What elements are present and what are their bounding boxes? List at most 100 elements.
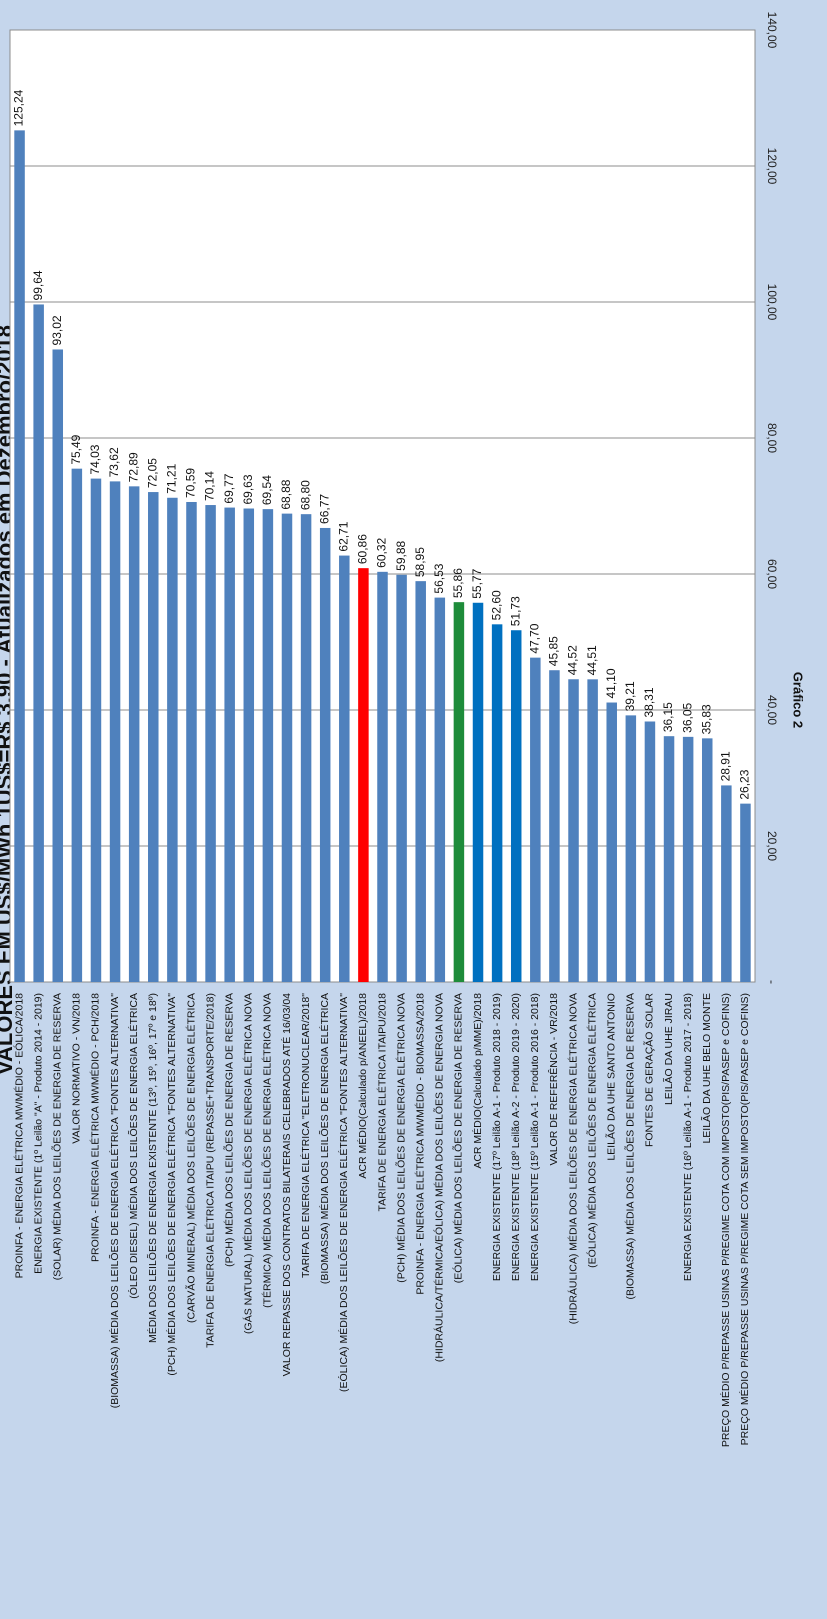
data-label: 66,77: [317, 494, 331, 524]
category-label: TARIFA DE ENERGIA ELÉTRICA ITAIPU/2018: [375, 993, 388, 1212]
data-label: 60,32: [375, 537, 389, 567]
bar: [415, 581, 426, 982]
x-tick-label: 40,00: [765, 695, 779, 725]
category-label: MÉDIA DOS LEILÕES DE ENERGIA EXISTENTE (…: [146, 993, 159, 1343]
category-label: (GÁS NATURAL) MÉDIA DOS LEILÕES DE ENERG…: [242, 993, 255, 1334]
bar: [224, 507, 235, 982]
category-label: (TÉRMICA) MÉDIA DOS LEILÕES DE ENERGIA E…: [261, 993, 274, 1308]
data-label: 56,53: [432, 563, 446, 593]
category-label: (BIOMASSA) MÉDIA DOS LEILÕES DE ENERGIA …: [624, 993, 637, 1300]
category-label: (HIDRÁULICA/TÉRMICA/EÓLICA) MÉDIA DOS LE…: [433, 993, 446, 1362]
data-label: 60,86: [356, 534, 370, 564]
data-label: 44,51: [585, 645, 599, 675]
bar: [167, 497, 178, 982]
data-label: 69,54: [260, 475, 274, 505]
category-label: (EÓLICA) MÉDIA DOS LEILÕES DE ENERGIA EL…: [585, 993, 598, 1268]
bar: [243, 508, 255, 982]
bar: [644, 721, 656, 982]
bar: [740, 803, 751, 982]
data-label: 55,77: [470, 568, 484, 598]
bar: [606, 702, 617, 982]
data-label: 52,60: [489, 590, 503, 620]
category-label: (CARVÃO MINERAL) MÉDIA DOS LEILÕES DE EN…: [184, 993, 197, 1323]
bar: [510, 630, 522, 982]
bar: [33, 304, 44, 982]
data-label: 26,23: [738, 769, 752, 799]
category-label: LEILÃO DA UHE SANTO ANTONIO: [605, 993, 618, 1161]
bar: [472, 602, 484, 982]
category-label: (EÓLICA) MÉDIA DOS LEILÕES DE ENERGIA EL…: [337, 993, 350, 1392]
category-label: PREÇO MÉDIO P/REPASSE USINAS P/REGIME CO…: [738, 993, 751, 1445]
data-label: 73,62: [107, 447, 121, 477]
category-label: ENERGIA EXISTENTE (1º Leilão "A" - Produ…: [32, 993, 44, 1274]
bar: [186, 501, 197, 982]
data-label: 41,10: [604, 668, 618, 698]
bar: [319, 527, 331, 982]
category-label: (BIOMASSA) MÉDIA DOS LEILÕES DE ENERGIA …: [318, 993, 331, 1284]
data-label: 36,05: [680, 703, 694, 733]
category-label: PREÇO MÉDIO P/REPASSE USINAS P/REGIME CO…: [719, 993, 732, 1447]
data-label: 55,86: [451, 568, 465, 598]
category-label: VALOR DE REFERÊNCIA - VR/2018: [547, 993, 560, 1166]
data-label: 69,63: [241, 474, 255, 504]
data-label: 45,85: [547, 636, 561, 666]
data-label: 70,14: [203, 471, 217, 501]
bar: [568, 679, 579, 982]
category-label: (PCH) MÉDIA DOS LEILÕES DE ENERGIA ELÉTR…: [394, 993, 407, 1283]
data-label: 93,02: [50, 315, 64, 345]
data-label: 35,83: [699, 704, 713, 734]
category-label: VALOR NORMATIVO - VN/2018: [71, 993, 83, 1144]
category-label: (BIOMASSA) MÉDIA DOS LEILÕES DE ENERGIA …: [108, 993, 121, 1409]
category-label: LEILÃO DA UHE BELO MONTE: [700, 993, 713, 1144]
bar: [587, 679, 598, 982]
data-label: 68,80: [298, 480, 312, 510]
data-label: 70,59: [184, 468, 198, 498]
bar: [205, 505, 216, 982]
category-label: (EÓLICA) MÉDIA DOS LEILÕES DE ENERGIA DE…: [452, 993, 465, 1283]
category-label: ENERGIA EXISTENTE (15º Leilão A-1 - Prod…: [529, 993, 541, 1281]
bar: [453, 602, 465, 982]
x-tick-label: 60,00: [765, 559, 779, 589]
bar: [377, 571, 388, 982]
category-label: LEILÃO DA UHE JIRAU: [662, 993, 675, 1105]
bar: [358, 568, 369, 982]
data-label: 71,21: [165, 463, 179, 493]
x-tick-label: 20,00: [765, 831, 779, 861]
category-label: VALOR REPASSE DOS CONTRATOS BILATERAIS C…: [280, 993, 293, 1377]
data-label: 74,03: [88, 444, 102, 474]
bar: [701, 738, 713, 982]
data-label: 69,77: [222, 473, 236, 503]
bar: [52, 349, 64, 982]
bar: [682, 736, 694, 982]
data-label: 47,70: [527, 623, 541, 653]
data-label: 75,49: [69, 434, 83, 464]
data-label: 28,91: [719, 751, 733, 781]
category-label: ENERGIA EXISTENTE (18º Leilão A-2 - Prod…: [510, 993, 522, 1281]
bar: [148, 492, 159, 982]
bar: [625, 715, 637, 982]
bar: [281, 513, 293, 982]
bar: [434, 597, 446, 982]
data-label: 125,24: [12, 89, 26, 126]
data-label: 38,31: [642, 687, 656, 717]
data-label: 44,52: [566, 645, 580, 675]
bar: [128, 486, 140, 982]
data-label: 72,89: [126, 452, 140, 482]
x-tick-label: 80,00: [765, 423, 779, 453]
data-label: 59,88: [394, 540, 408, 570]
data-label: 62,71: [336, 521, 350, 551]
bar: [71, 468, 83, 983]
data-label: 39,21: [623, 681, 637, 711]
category-label: TARIFA DE ENERGIA ELÉTRICA "ELETRONUCLEA…: [299, 993, 312, 1278]
x-tick-label: -: [765, 980, 779, 984]
category-label: ACR MÉDIO(Calculado p/ANEEL)/2018: [356, 993, 369, 1179]
category-label: ENERGIA EXISTENTE (17º Leilão A-1 - Prod…: [491, 993, 503, 1281]
bar: [300, 514, 312, 982]
category-label: (ÓLEO DIESEL) MÉDIA DOS LEILÕES DE ENERG…: [127, 993, 140, 1299]
bar: [663, 736, 675, 982]
bar: [109, 481, 121, 982]
category-label: TARIFA DE ENERGIA ELÉTRICA ITAIPU (REPAS…: [203, 993, 216, 1348]
bar: [549, 670, 560, 982]
category-label: (PCH) MÉDIA DOS LEILÕES DE ENERGIA ELÉTR…: [165, 993, 178, 1376]
